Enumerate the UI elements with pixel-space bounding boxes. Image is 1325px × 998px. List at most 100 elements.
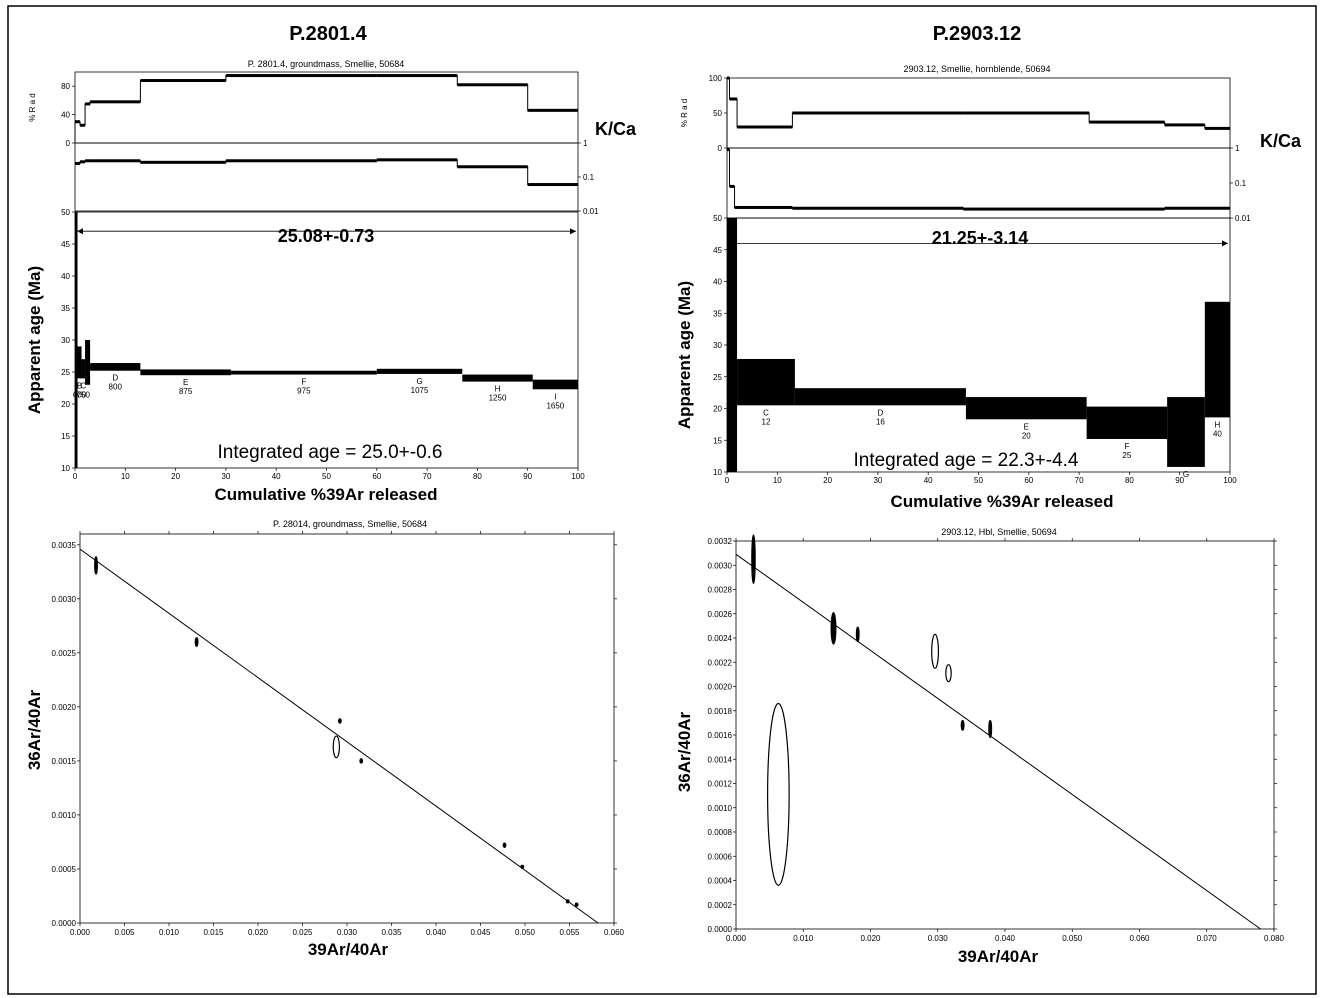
age-step — [140, 369, 231, 376]
iso-ytick-label: 0.0008 — [708, 828, 733, 837]
age-xtick-label: 30 — [873, 476, 882, 485]
kca-ytick-label: 0.1 — [1235, 179, 1247, 188]
step-temp: 16 — [876, 417, 885, 426]
rad-step — [727, 76, 730, 80]
rad-panel-title-left: P. 2801.4, groundmass, Smellie, 50684 — [248, 59, 404, 69]
iso-ytick-label: 0.0032 — [708, 537, 733, 546]
step-letter: B — [77, 381, 82, 390]
iso-ytick-label: 0.0026 — [708, 610, 733, 619]
iso-point — [565, 899, 570, 904]
rad-step — [376, 74, 458, 78]
iso-ytick-label: 0.0000 — [708, 925, 733, 934]
isochron-line — [79, 548, 599, 924]
chart-title-left: P.2801.4 — [289, 23, 367, 45]
age-xtick-label: 10 — [121, 472, 130, 481]
iso-ylabel-right: 36Ar/40Ar — [675, 711, 694, 792]
rad-step — [737, 125, 793, 129]
age-ylabel-right: Apparent age (Ma) — [675, 281, 694, 429]
age-xtick-label: 50 — [322, 472, 331, 481]
iso-xtick-label: 0.020 — [860, 934, 881, 943]
iso-ytick-label: 0.0016 — [708, 731, 733, 740]
iso-title-right: 2903.12, Hbl, Smellie, 50694 — [941, 527, 1057, 537]
age-xtick-label: 50 — [974, 476, 983, 485]
age-step — [1204, 301, 1230, 418]
age-xtick-label: 40 — [924, 476, 933, 485]
iso-point — [945, 664, 952, 683]
age-xtick-label: 80 — [473, 472, 482, 481]
kca-label-right: K/Ca — [1260, 131, 1302, 151]
kca-step — [792, 206, 964, 210]
step-letter: G — [1183, 470, 1189, 479]
age-ylabel-left: Apparent age (Ma) — [25, 266, 44, 414]
iso-point — [855, 626, 860, 643]
kca-step — [527, 183, 578, 187]
age-xtick-label: 80 — [1125, 476, 1134, 485]
iso-ytick-label: 0.0015 — [52, 757, 77, 766]
integrated-age-right: Integrated age = 22.3+-4.4 — [853, 450, 1078, 471]
iso-ylabel-left: 36Ar/40Ar — [25, 689, 44, 770]
iso-point — [332, 735, 341, 759]
kca-ytick-label: 0.1 — [583, 173, 595, 182]
age-step — [462, 374, 533, 382]
rad-ytick-label: 50 — [713, 109, 722, 118]
step-temp: 25 — [1122, 451, 1131, 460]
iso-point — [359, 758, 364, 764]
step-temp: 12 — [762, 417, 771, 426]
iso-xtick-label: 0.050 — [1062, 934, 1083, 943]
rad-step — [90, 100, 141, 104]
age-step — [727, 218, 738, 472]
iso-ytick-label: 0.0000 — [52, 919, 77, 928]
age-xtick-label: 100 — [571, 472, 585, 481]
rad-ytick-label: 0 — [718, 144, 723, 153]
iso-ytick-label: 0.0002 — [708, 901, 733, 910]
plateau-arrowhead-right — [570, 228, 576, 235]
step-letter: G — [416, 377, 422, 386]
step-temp: 40 — [1213, 429, 1222, 438]
rad-ytick-label: 0 — [66, 139, 71, 148]
age-step — [794, 388, 966, 406]
plateau-arrowhead-left — [77, 228, 83, 235]
age-xtick-label: 20 — [171, 472, 180, 481]
kca-step — [80, 160, 86, 164]
iso-ytick-label: 0.0020 — [52, 703, 77, 712]
age-step — [75, 212, 78, 468]
rad-step — [729, 97, 738, 101]
rad-step — [75, 120, 81, 124]
age-xtick-label: 60 — [372, 472, 381, 481]
integrated-age-left: Integrated age = 25.0+-0.6 — [217, 442, 442, 463]
kca-label-left: K/Ca — [595, 119, 637, 139]
step-letter: F — [301, 378, 306, 387]
step-letter: D — [878, 408, 884, 417]
age-xtick-label: 70 — [423, 472, 432, 481]
kca-ytick-label: 0.01 — [583, 207, 599, 216]
age-ytick-label: 40 — [713, 278, 722, 287]
iso-ytick-label: 0.0028 — [708, 586, 733, 595]
step-temp: 20 — [1022, 431, 1031, 440]
iso-ytick-label: 0.0035 — [52, 541, 77, 550]
kca-step — [734, 205, 793, 209]
iso-point — [830, 611, 837, 645]
iso-xtick-label: 0.035 — [381, 928, 402, 937]
iso-xtick-label: 0.000 — [70, 928, 91, 937]
iso-xtick-label: 0.070 — [1197, 934, 1218, 943]
iso-ytick-label: 0.0020 — [708, 683, 733, 692]
iso-xtick-label: 0.030 — [928, 934, 949, 943]
iso-xtick-label: 0.000 — [726, 934, 747, 943]
iso-ytick-label: 0.0004 — [708, 877, 733, 886]
iso-xtick-label: 0.015 — [203, 928, 224, 937]
plateau-arrowhead-left — [729, 240, 735, 247]
age-xtick-label: 100 — [1223, 476, 1237, 485]
kca-step — [1164, 206, 1230, 210]
age-step — [1086, 406, 1168, 439]
step-letter: I — [554, 392, 556, 401]
kca-step — [963, 207, 1165, 211]
step-letter: C — [80, 381, 86, 390]
age-xlabel-right: Cumulative %39Ar released — [891, 492, 1114, 511]
iso-xtick-label: 0.055 — [559, 928, 580, 937]
step-temp: 800 — [109, 383, 123, 392]
iso-xlabel-right: 39Ar/40Ar — [958, 947, 1039, 966]
rad-ytick-label: 100 — [709, 74, 723, 83]
